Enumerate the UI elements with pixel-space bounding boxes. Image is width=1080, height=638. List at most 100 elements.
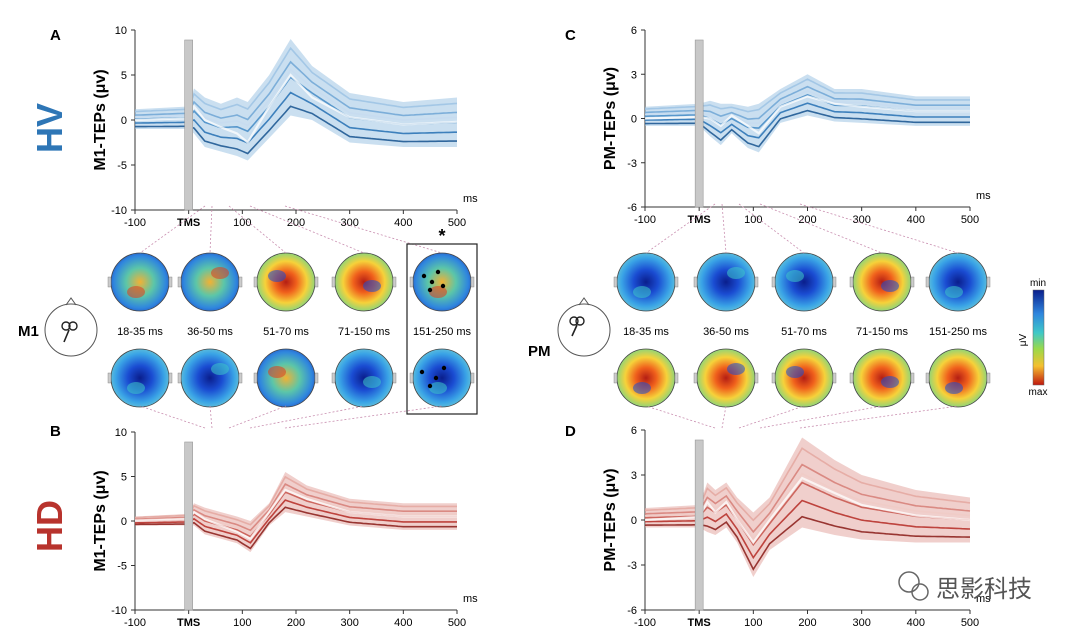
x-tick-label: -100	[634, 617, 656, 629]
site-label-pm: PM	[528, 343, 551, 360]
mean-trace	[644, 476, 971, 545]
topomap-m1-hv	[409, 252, 475, 312]
y-tick-label: 6	[631, 25, 637, 37]
window-connector	[645, 203, 716, 254]
chart-panel-b: -10 -5 0 5 10 -100 TMS 100 200 300 400 500 ms M1-TEPs…	[92, 427, 478, 629]
topomap-pm-hv	[849, 252, 915, 312]
x-tick-label: 100	[744, 617, 762, 629]
window-connector	[284, 405, 443, 429]
significant-electrode	[435, 269, 441, 275]
x-axis-label: ms	[463, 593, 478, 605]
significance-marker: *	[438, 226, 445, 246]
x-tick-label: 200	[287, 617, 305, 629]
y-tick-label: 0	[121, 516, 127, 528]
topomap-m1-hv	[177, 252, 243, 312]
chart-panel-c: -6 -3 0 3 6 -100 TMS 100 200 300 400 500 ms PM-TEPs (…	[602, 25, 991, 226]
x-axis-label: ms	[976, 593, 991, 605]
colorbar-unit-label: μV	[1018, 333, 1029, 346]
head-icon-pm	[557, 297, 611, 357]
group-label-hd: HD	[29, 500, 70, 552]
panel-letter-c: C	[565, 27, 576, 44]
x-tick-label: -100	[634, 214, 656, 226]
y-tick-label: -6	[627, 202, 637, 214]
window-connector	[209, 205, 213, 254]
tms-artifact-bar	[184, 39, 193, 211]
significant-electrode	[429, 279, 435, 285]
window-connector	[799, 405, 959, 429]
significant-electrode	[419, 369, 425, 375]
y-tick-label: 10	[115, 25, 127, 37]
significant-electrode	[433, 375, 439, 381]
x-tick-label: -100	[124, 617, 146, 629]
window-connector	[799, 203, 959, 254]
x-tick-label: 300	[340, 617, 358, 629]
y-tick-label: 10	[115, 427, 127, 439]
topomap-m1-hd	[409, 348, 475, 408]
colorbar-min-label: min	[1030, 278, 1046, 289]
window-connector	[139, 405, 206, 429]
x-tick-label: 200	[287, 217, 305, 229]
significant-electrode	[427, 383, 433, 389]
y-tick-label: 0	[631, 114, 637, 126]
x-tick-label: 200	[798, 617, 816, 629]
topomap-pm-hv	[925, 252, 991, 312]
significant-electrode	[440, 283, 446, 289]
panel-letter-d: D	[565, 423, 576, 440]
x-tick-label: 200	[798, 214, 816, 226]
window-connector	[721, 405, 727, 429]
x-tick-label: 500	[961, 617, 979, 629]
colorbar-max-label: max	[1029, 387, 1048, 398]
x-tick-label: 100	[744, 214, 762, 226]
x-tick-label: 300	[852, 214, 870, 226]
topomap-m1-hd	[107, 348, 173, 408]
mean-trace	[134, 488, 457, 541]
window-connector	[721, 203, 727, 254]
y-axis-label: PM-TEPs (μv)	[602, 468, 619, 571]
tms-artifact-bar	[694, 439, 704, 611]
time-window-label: 151-250 ms	[929, 326, 988, 338]
x-tick-label: TMS	[688, 617, 711, 629]
series-envelope	[645, 437, 970, 577]
window-connector	[645, 405, 716, 429]
window-connector	[249, 405, 365, 429]
x-axis-label: ms	[463, 193, 478, 205]
window-connector	[139, 205, 206, 254]
window-connector	[284, 205, 443, 254]
topomap-pm-hv	[693, 252, 759, 312]
y-axis-label: M1-TEPs (μv)	[92, 69, 109, 170]
y-axis-label: M1-TEPs (μv)	[92, 470, 109, 571]
time-window-label: 51-70 ms	[263, 326, 309, 338]
panel-letter-b: B	[50, 423, 61, 440]
significance-box	[406, 243, 478, 415]
topomap-m1-hv	[107, 252, 173, 312]
x-tick-label: 300	[852, 617, 870, 629]
chart-panel-a: -10 -5 0 5 10 -100 TMS 100 200 300 400 500 ms M1-TEPs…	[92, 25, 478, 229]
topomap-pm-hd	[925, 348, 991, 408]
y-tick-label: -5	[117, 160, 127, 172]
x-tick-label: 400	[907, 617, 925, 629]
topomap-pm-hd	[849, 348, 915, 408]
tms-artifact-bar	[184, 441, 193, 611]
time-window-label: 36-50 ms	[703, 326, 749, 338]
head-icon-m1	[44, 297, 98, 357]
window-connector	[759, 405, 883, 429]
time-window-label: 51-70 ms	[781, 326, 827, 338]
x-tick-label: TMS	[177, 217, 200, 229]
topomap-grid: 18-35 ms 36-50 ms 51-70 ms 71-150 ms 151-250…	[107, 203, 991, 429]
time-window-label: 71-150 ms	[856, 326, 908, 338]
window-connector	[209, 405, 213, 429]
window-connector	[228, 405, 287, 429]
x-tick-label: 500	[448, 617, 466, 629]
series-envelope	[645, 74, 970, 153]
watermark: 思影科技	[898, 571, 1032, 603]
topomap-m1-hv	[331, 252, 397, 312]
y-tick-label: -10	[111, 205, 127, 217]
topomap-m1-hd	[331, 348, 397, 408]
y-tick-label: -3	[627, 158, 637, 170]
window-connector	[738, 203, 805, 254]
group-label-hv: HV	[29, 103, 70, 153]
topomap-pm-hd	[771, 348, 837, 408]
time-window-label: 151-250 ms	[413, 326, 472, 338]
x-tick-label: 400	[907, 214, 925, 226]
watermark-text: 思影科技	[936, 576, 1032, 603]
